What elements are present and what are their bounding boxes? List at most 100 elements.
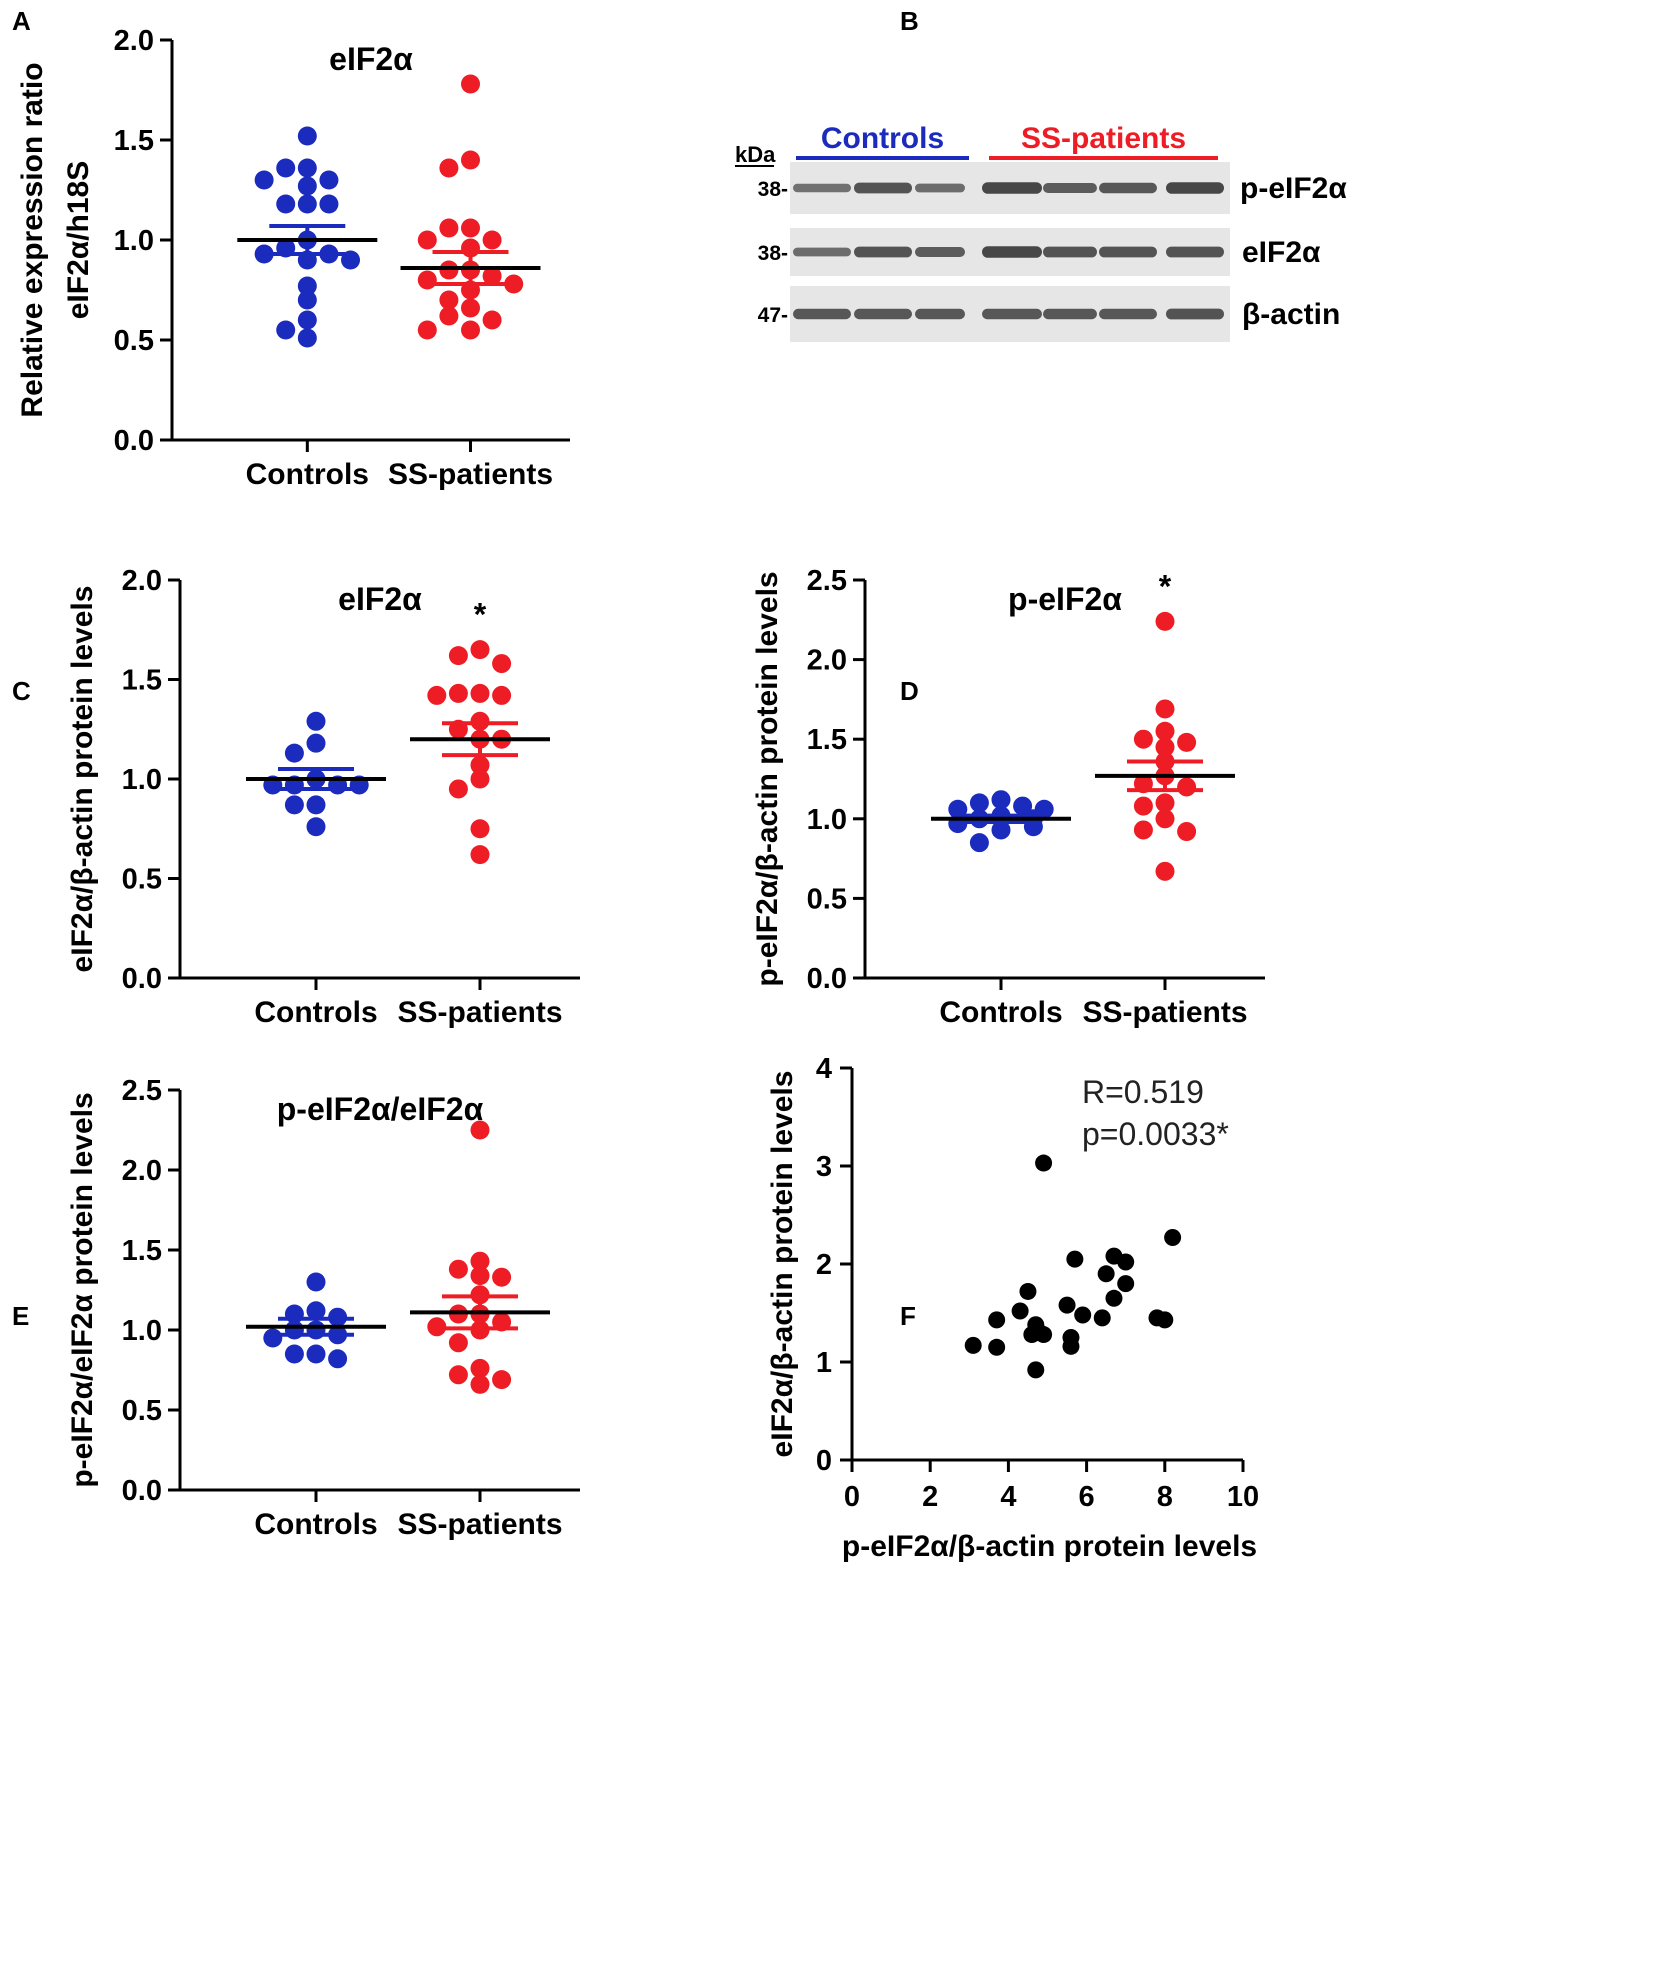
y-axis-label: eIF2α/h18S	[62, 161, 95, 320]
data-point	[297, 126, 317, 146]
y-tick-label: 2.0	[114, 25, 154, 57]
data-point	[461, 320, 480, 340]
data-point	[492, 1267, 512, 1287]
x-tick-label: 2	[922, 1481, 938, 1513]
data-point	[276, 320, 296, 340]
data-point	[461, 298, 480, 318]
protein-band	[1043, 183, 1097, 193]
molecular-weight-marker: 47-	[758, 304, 788, 327]
data-point	[1155, 699, 1175, 719]
y-axis-label: p-eIF2α/β-actin protein levels	[751, 571, 784, 986]
data-point	[276, 194, 296, 214]
data-point	[306, 1344, 326, 1364]
data-point	[306, 795, 326, 815]
x-category-label: SS-patients	[1082, 996, 1247, 1029]
data-point	[1019, 1282, 1037, 1300]
x-tick-label: 8	[1157, 1481, 1173, 1513]
data-point	[1105, 1289, 1123, 1307]
significance-marker: *	[1159, 568, 1172, 604]
data-point	[492, 1370, 512, 1390]
data-point	[1155, 721, 1175, 741]
y-tick-label: 3	[816, 1151, 832, 1183]
data-point	[297, 290, 317, 310]
protein-band	[854, 246, 912, 258]
protein-label: p-eIF2α	[1240, 172, 1347, 205]
data-point	[306, 733, 326, 753]
y-tick-label: 0.5	[807, 883, 847, 915]
data-point	[284, 795, 304, 815]
chart-title: eIF2α	[329, 41, 413, 77]
data-point	[504, 274, 524, 294]
data-point	[306, 1301, 326, 1321]
data-point	[1035, 1326, 1053, 1344]
data-point	[297, 158, 317, 178]
protein-band	[1099, 308, 1157, 320]
data-point	[297, 310, 317, 330]
data-point	[276, 158, 296, 178]
protein-band	[982, 182, 1042, 194]
data-point	[439, 158, 459, 178]
chart-panel-d: 0.0 0.5 1.0 1.5 2.0 2.5 Controls SS-patients p-e…	[751, 565, 1265, 1029]
y-tick-label: 1.5	[807, 724, 847, 756]
y-axis-label: eIF2α/β-actin protein levels	[766, 1071, 799, 1458]
data-point	[1164, 1229, 1182, 1247]
x-category-label: SS-patients	[397, 996, 562, 1029]
y-tick-label: 1.0	[114, 225, 154, 257]
protein-band	[793, 308, 851, 320]
data-point	[470, 683, 490, 703]
western-blot-panel-b: kDa Controls SS-patients 38- p-eIF2α 38- eIF2α…	[735, 122, 1347, 342]
protein-band	[1166, 246, 1224, 258]
molecular-weight-marker: 38-	[758, 242, 788, 265]
series-ss-patients	[1095, 611, 1235, 881]
series-ss-patients	[400, 74, 541, 340]
data-point	[1155, 793, 1175, 813]
protein-band	[982, 246, 1042, 258]
lane-group-label: Controls	[821, 122, 944, 155]
panel-letter-a: A	[12, 6, 31, 36]
data-point	[470, 769, 490, 789]
significance-marker: *	[474, 597, 487, 633]
series-controls	[246, 711, 386, 837]
y-tick-label: 0	[816, 1445, 832, 1477]
protein-band	[1166, 182, 1224, 194]
panel-letter-c: C	[12, 676, 31, 706]
x-tick-label: 0	[844, 1481, 860, 1513]
data-point	[297, 194, 317, 214]
data-point	[470, 1374, 490, 1394]
protein-label: eIF2α	[1242, 236, 1321, 269]
data-point	[470, 1120, 490, 1140]
data-point	[1155, 809, 1175, 829]
data-point	[988, 1338, 1006, 1356]
protein-band	[1043, 246, 1097, 258]
x-category-label: SS-patients	[388, 458, 553, 491]
data-point	[1133, 820, 1153, 840]
protein-label: β-actin	[1242, 298, 1340, 331]
data-point	[470, 819, 490, 839]
data-point	[969, 793, 989, 813]
chart-title: p-eIF2α	[1008, 581, 1122, 617]
stat-annotation: p=0.0033*	[1082, 1116, 1229, 1152]
data-point	[1156, 1311, 1174, 1329]
chart-panel-c: 0.0 0.5 1.0 1.5 2.0 Controls SS-patients eIF2α e…	[66, 565, 580, 1029]
data-point	[461, 150, 480, 170]
y-tick-label: 2	[816, 1249, 832, 1281]
chart-title: p-eIF2α/eIF2α	[277, 1091, 484, 1127]
y-tick-label: 1.5	[114, 125, 154, 157]
y-tick-label: 2.0	[122, 565, 162, 597]
x-category-label: SS-patients	[397, 1508, 562, 1541]
data-point	[439, 290, 459, 310]
protein-band	[915, 308, 965, 320]
data-point	[1155, 611, 1175, 631]
x-category-label: Controls	[246, 458, 369, 491]
data-point	[427, 1317, 447, 1337]
y-tick-label: 1.0	[807, 804, 847, 836]
data-point	[461, 74, 480, 94]
y-axis-label: eIF2α/β-actin protein levels	[66, 586, 99, 973]
protein-band	[1099, 246, 1157, 258]
data-point	[297, 276, 317, 296]
data-point	[991, 820, 1011, 840]
data-point	[969, 833, 989, 853]
panel-letter-f: F	[900, 1301, 916, 1331]
panel-letter-b: B	[900, 6, 919, 36]
data-point	[1013, 796, 1033, 816]
